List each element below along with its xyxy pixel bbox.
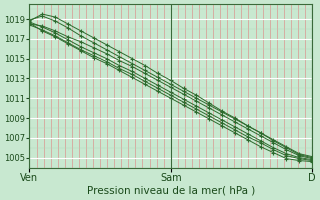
X-axis label: Pression niveau de la mer( hPa ): Pression niveau de la mer( hPa ) bbox=[87, 186, 255, 196]
